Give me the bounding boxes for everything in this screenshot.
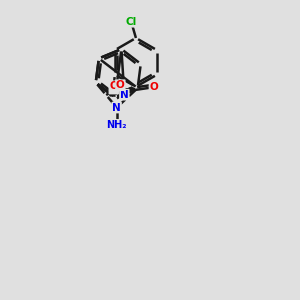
Text: O: O xyxy=(110,81,119,91)
Text: N: N xyxy=(112,103,121,112)
Text: Cl: Cl xyxy=(126,17,137,27)
Text: O: O xyxy=(149,82,158,92)
Text: N: N xyxy=(110,84,118,94)
Text: O: O xyxy=(116,80,125,90)
Text: NH₂: NH₂ xyxy=(106,120,127,130)
Text: N: N xyxy=(120,90,129,100)
